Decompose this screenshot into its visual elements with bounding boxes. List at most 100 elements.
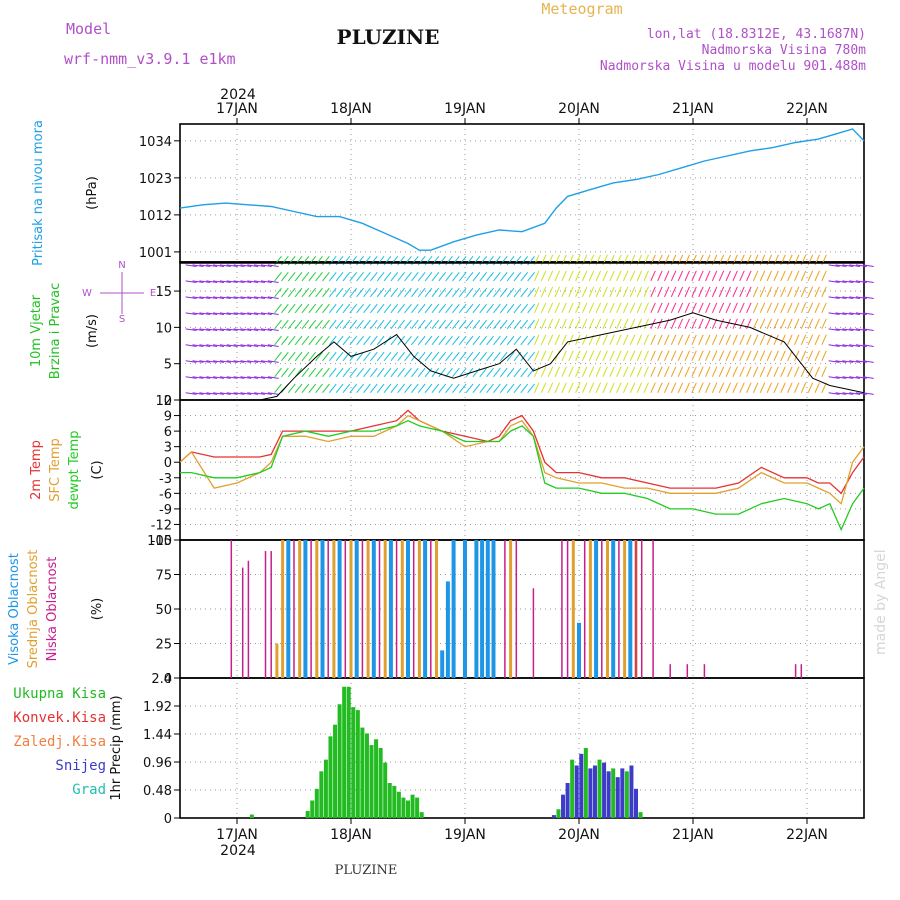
wind-arrow: [212, 280, 225, 284]
cloud-bar: [417, 540, 421, 678]
precip-bar: [396, 791, 401, 818]
wind-arrow: [725, 382, 732, 393]
wind-arrow: [254, 344, 266, 347]
wind-arrow: [828, 360, 840, 363]
ytick-label-temperature: -15: [151, 534, 172, 549]
wind-arrow: [363, 319, 371, 330]
wind-arrow: [766, 350, 773, 361]
wind-arrow: [609, 366, 615, 377]
wind-arrow: [493, 367, 501, 378]
wind-arrow: [212, 344, 225, 347]
wind-arrow: [404, 383, 412, 394]
wind-arrow: [725, 302, 732, 314]
wind-arrow: [247, 296, 259, 300]
wind-arrow: [369, 367, 378, 378]
wind-arrow: [212, 376, 225, 379]
wind-arrow: [472, 383, 481, 394]
cloud-bar: [628, 540, 633, 678]
wind-arrow: [417, 383, 426, 394]
wind-arrow: [643, 382, 649, 393]
wind-arrow: [718, 366, 725, 377]
wind-arrow: [356, 367, 364, 378]
wind-arrow: [684, 366, 690, 377]
wind-arrow: [499, 319, 508, 330]
wind-arrow: [301, 383, 310, 394]
ytick-label-pressure: 1001: [139, 246, 172, 261]
wind-arrow: [705, 318, 711, 330]
wind-arrow: [629, 286, 636, 298]
wind-arrow: [664, 334, 670, 346]
wind-arrow: [534, 350, 540, 361]
wind-direction-legend: N S E W: [82, 260, 156, 325]
wind-arrow: [411, 319, 419, 330]
wind-arrow: [369, 383, 378, 394]
wind-arrow: [534, 334, 540, 346]
wind-arrow: [643, 302, 649, 314]
wind-arrow: [780, 302, 786, 314]
wind-arrow: [301, 351, 310, 362]
wind-arrow: [240, 344, 252, 347]
wind-arrow: [739, 334, 745, 346]
xtick-label-bottom: 18JAN: [330, 827, 372, 843]
wind-arrow: [595, 350, 602, 361]
wind-arrow: [520, 319, 529, 330]
wind-arrow: [540, 318, 547, 330]
wind-arrow: [581, 302, 588, 314]
wind-arrow: [780, 366, 786, 377]
wind-arrow: [240, 280, 252, 284]
xtick-label-bottom: 19JAN: [444, 827, 486, 843]
wind-arrow: [684, 270, 690, 282]
cloud-bar: [588, 540, 592, 678]
wind-arrow: [199, 312, 211, 315]
wind-arrow: [862, 344, 874, 347]
ytick-label-temperature: 0: [164, 456, 172, 471]
cloud-unit-0: (%): [90, 598, 105, 621]
wind-arrow: [595, 318, 602, 330]
wind-arrow: [274, 303, 282, 314]
wind-arrow: [759, 302, 766, 314]
wind-arrow: [349, 303, 358, 314]
wind-arrow: [349, 335, 358, 346]
wind-arrow: [417, 351, 426, 362]
wind-arrow: [773, 350, 779, 361]
wind-arrow: [417, 303, 426, 314]
wind-arrow: [807, 366, 814, 377]
cloud-bar: [794, 664, 797, 678]
wind-arrow: [192, 344, 204, 347]
ytick-label-temperature: 12: [155, 394, 172, 409]
wind-arrow: [828, 264, 840, 268]
wind-arrow: [520, 303, 529, 314]
wind-arrow: [274, 271, 282, 282]
wind-arrow: [356, 271, 364, 282]
cloud-bar: [686, 664, 689, 678]
wind-arrow: [684, 302, 690, 314]
wind-arrow: [814, 302, 820, 314]
cloud-bar: [594, 540, 599, 678]
wind-arrow: [322, 271, 330, 282]
wind-arrow: [383, 287, 392, 298]
wind-arrow: [807, 302, 814, 314]
wind-arrow: [192, 280, 204, 284]
wind-arrow: [417, 271, 426, 282]
wind-arrow: [322, 383, 330, 394]
wind-arrow: [650, 302, 656, 314]
wind-arrow: [445, 271, 453, 282]
wind-arrow: [486, 319, 494, 330]
wind-arrow: [561, 270, 567, 282]
wind-arrow: [828, 328, 840, 331]
wind-arrow: [698, 286, 704, 298]
wind-arrow: [540, 302, 547, 314]
wind-arrow: [486, 367, 494, 378]
ytick-label-wind: 15: [155, 285, 172, 300]
cloud-bar: [286, 540, 291, 678]
wind-arrow: [267, 376, 279, 379]
wind-dir-S: S: [119, 314, 125, 325]
wind-arrow: [267, 392, 279, 395]
wind-arrow: [308, 383, 317, 394]
wind-arrow: [821, 302, 827, 314]
wind-arrow: [493, 271, 501, 282]
wind-arrow: [322, 335, 330, 346]
wind-arrow: [698, 318, 704, 330]
wind-arrow: [247, 280, 259, 284]
wind-arrow: [260, 392, 272, 395]
